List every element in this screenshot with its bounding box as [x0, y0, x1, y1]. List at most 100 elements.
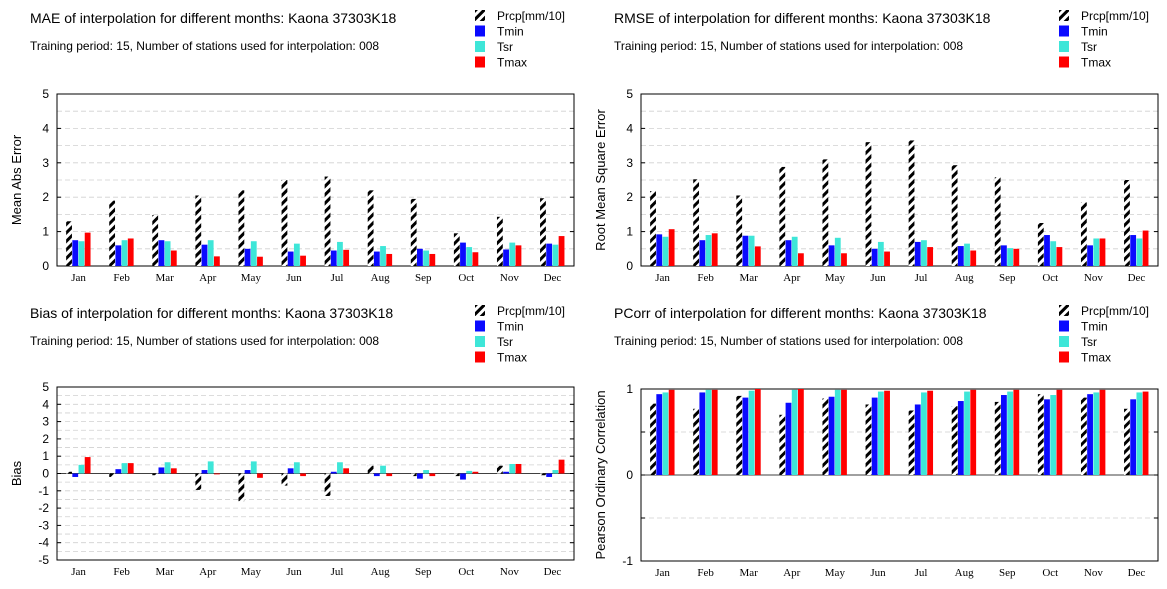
pcorr-chart-panel: PCorr of interpolation for different mon… [584, 295, 1167, 589]
bar-prcp-aug [951, 406, 958, 475]
y-tick-label: 1 [626, 382, 633, 396]
bar-tmin-feb [115, 469, 122, 474]
bar-tsr-oct [466, 247, 473, 266]
y-tick-label: 0 [626, 259, 633, 273]
x-tick-label: Aug [955, 272, 974, 284]
mae-chart-panel: MAE of interpolation for different month… [0, 0, 583, 294]
bar-tsr-jun [293, 462, 300, 474]
bar-tmin-aug [373, 251, 380, 266]
x-tick-label: Oct [1042, 567, 1058, 579]
bar-tsr-jun [877, 391, 884, 475]
bar-tsr-feb [705, 389, 712, 475]
bar-prcp-apr [195, 473, 202, 490]
legend-swatch-tmin [1059, 320, 1069, 332]
bar-tsr-may [834, 389, 841, 475]
bar-prcp-sep [994, 177, 1001, 266]
x-tick-label: May [825, 567, 846, 579]
y-tick-label: 0 [626, 468, 633, 482]
bar-tmin-jan [656, 394, 663, 475]
x-tick-label: Jun [870, 567, 886, 579]
bar-tmax-oct [472, 471, 479, 474]
x-tick-label: Apr [783, 567, 800, 579]
bar-tmin-may [828, 245, 835, 266]
bar-tmax-sep [429, 253, 436, 266]
bar-tmax-aug [970, 250, 977, 266]
bar-tmin-feb [115, 245, 122, 266]
bar-tsr-apr [791, 236, 798, 266]
bar-tmin-jan [656, 234, 663, 266]
bar-tsr-may [250, 241, 257, 266]
bar-tsr-sep [1007, 391, 1014, 475]
legend-swatch-tmax [1059, 351, 1069, 363]
y-tick-label: 4 [42, 121, 49, 135]
y-tick-label: -4 [38, 536, 49, 550]
legend-swatch-tmin [475, 320, 485, 332]
bar-tmin-apr [785, 240, 792, 266]
y-tick-label: 1 [626, 225, 633, 239]
bar-prcp-jun [281, 180, 288, 266]
legend-label-prcp: Prcp[mm/10] [497, 304, 565, 318]
legend-label-prcp: Prcp[mm/10] [1081, 9, 1149, 23]
bar-tsr-jul [921, 240, 927, 266]
bar-tmax-dec [1142, 230, 1149, 266]
bar-tsr-mar [164, 241, 171, 266]
chart-title: PCorr of interpolation for different mon… [614, 305, 987, 321]
bar-prcp-nov [496, 465, 503, 474]
chart-svg: MAE of interpolation for different month… [9, 9, 575, 284]
legend-label-tmin: Tmin [497, 25, 524, 39]
bar-tsr-aug [964, 391, 970, 475]
bar-prcp-mar [152, 215, 159, 266]
bar-tmin-oct [460, 242, 466, 266]
x-tick-label: Feb [113, 272, 130, 284]
bar-tsr-oct [466, 470, 473, 474]
y-tick-label: 3 [42, 415, 49, 429]
x-tick-label: Oct [458, 566, 474, 578]
x-tick-label: Nov [1084, 272, 1103, 284]
bar-prcp-mar [736, 195, 743, 266]
x-tick-label: Nov [500, 272, 519, 284]
x-tick-label: Sep [415, 566, 432, 578]
gridlines [57, 110, 574, 250]
legend-swatch-tmax [475, 56, 485, 68]
bias-chart-panel: Bias of interpolation for different mont… [0, 295, 583, 589]
bar-tmin-apr [201, 244, 208, 266]
legend-swatch-tmax [1059, 56, 1069, 68]
bar-prcp-mar [736, 395, 743, 475]
legend-label-tmax: Tmax [497, 351, 527, 365]
bar-prcp-nov [1080, 202, 1087, 266]
x-tick-label: Jun [286, 272, 302, 284]
legend-swatch-tmax [475, 351, 485, 363]
y-tick-label: -1 [38, 484, 49, 498]
gridlines [57, 395, 574, 552]
bar-tmax-oct [1056, 247, 1063, 266]
bar-tmax-aug [386, 473, 393, 477]
x-tick-label: May [241, 566, 262, 578]
bar-tmax-oct [1056, 389, 1063, 475]
bar-prcp-may [238, 190, 245, 266]
x-tick-label: Aug [955, 567, 974, 579]
legend-label-tsr: Tsr [1081, 40, 1097, 54]
bar-tmin-nov [503, 471, 509, 474]
x-tick-label: Jan [655, 272, 670, 284]
bar-prcp-may [822, 398, 829, 475]
bar-tmin-oct [460, 473, 466, 480]
bar-tmax-jul [927, 247, 934, 266]
x-tick-label: Jan [71, 272, 86, 284]
x-tick-label: Dec [1128, 272, 1146, 284]
bar-tsr-sep [1007, 248, 1014, 266]
bar-tmin-jul [914, 241, 921, 266]
y-tick-label: 0 [42, 467, 49, 481]
bar-tmax-jun [300, 255, 306, 266]
x-tick-label: Jun [286, 566, 302, 578]
bar-tmin-dec [546, 473, 553, 477]
bar-prcp-jun [865, 404, 872, 475]
legend-label-prcp: Prcp[mm/10] [497, 9, 565, 23]
chart-subtitle: Training period: 15, Number of stations … [30, 39, 379, 53]
y-tick-label: -1 [622, 554, 633, 568]
bar-tmax-jun [300, 473, 306, 477]
bar-tmax-jul [343, 468, 350, 474]
bar-tsr-jul [921, 392, 927, 475]
